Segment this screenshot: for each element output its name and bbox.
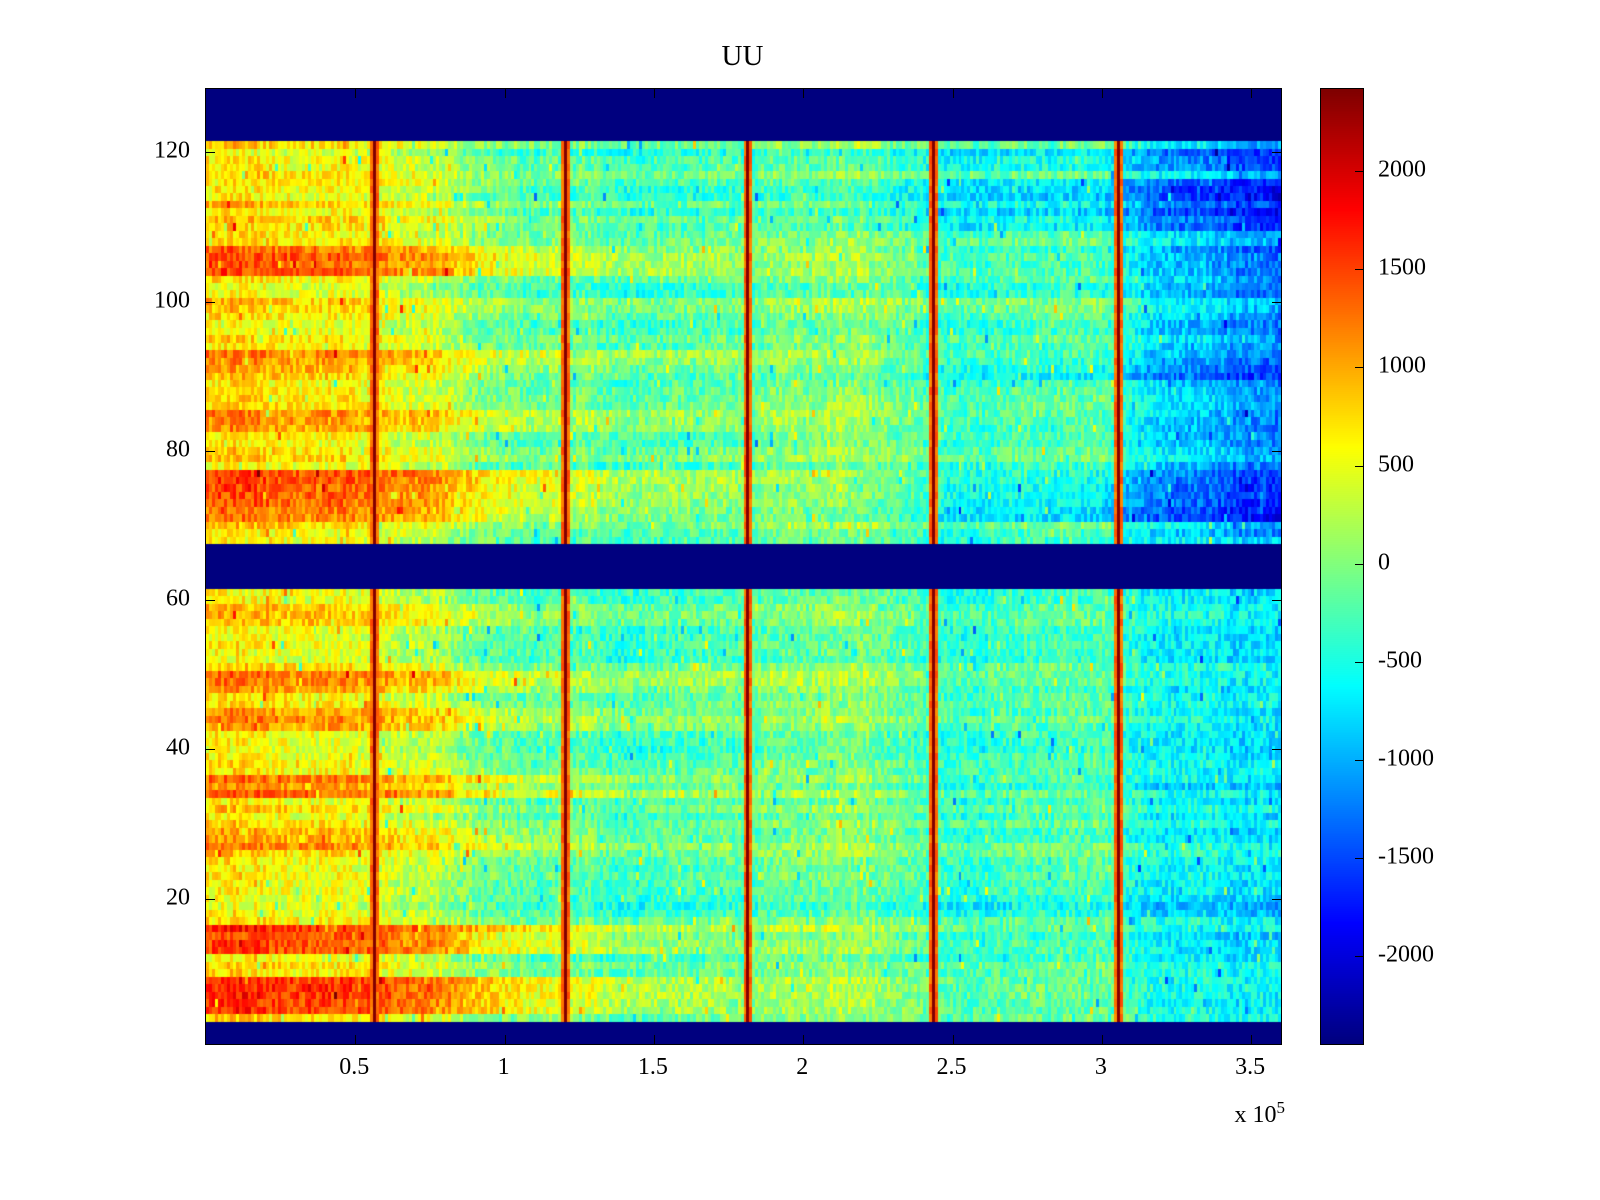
colorbar-tick-mark xyxy=(1355,367,1363,369)
colorbar-tick-mark xyxy=(1355,171,1363,173)
y-tick-mark-right xyxy=(1272,749,1281,751)
y-tick-label: 40 xyxy=(166,734,190,761)
y-tick-mark xyxy=(206,600,215,602)
x-tick-mark-top xyxy=(355,89,357,98)
x-tick-mark xyxy=(1251,1035,1253,1044)
colorbar-tick-label: 0 xyxy=(1378,549,1390,576)
colorbar-tick-label: -1500 xyxy=(1378,843,1434,870)
x-tick-label: 2 xyxy=(796,1054,809,1080)
y-tick-mark xyxy=(206,898,215,900)
x-tick-mark-top xyxy=(653,89,655,98)
y-tick-label: 60 xyxy=(166,585,190,612)
y-tick-mark-right xyxy=(1272,301,1281,303)
colorbar-tick-label: 1000 xyxy=(1378,352,1426,379)
colorbar xyxy=(1320,88,1364,1045)
y-tick-mark xyxy=(206,749,215,751)
colorbar-tick-mark xyxy=(1355,759,1363,761)
colorbar-tick-mark xyxy=(1355,563,1363,565)
x-tick-mark-top xyxy=(803,89,805,98)
x-tick-label: 1.5 xyxy=(637,1054,668,1080)
colorbar-tick-label: 2000 xyxy=(1378,156,1426,183)
x-tick-mark xyxy=(1101,1035,1103,1044)
y-tick-label: 80 xyxy=(166,436,190,463)
x-tick-label: 1 xyxy=(497,1054,510,1080)
heatmap-canvas xyxy=(206,89,1281,1044)
x-axis-exponent-label: x 105 xyxy=(1145,1098,1286,1129)
plot-area xyxy=(205,88,1282,1045)
x-tick-mark xyxy=(952,1035,954,1044)
x-tick-label: 0.5 xyxy=(339,1054,370,1080)
y-tick-mark-right xyxy=(1272,600,1281,602)
y-tick-mark-right xyxy=(1272,152,1281,154)
y-tick-mark xyxy=(206,152,215,154)
x-tick-mark-top xyxy=(1101,89,1103,98)
x-tick-mark-top xyxy=(952,89,954,98)
y-tick-mark xyxy=(206,301,215,303)
x-tick-label: 2.5 xyxy=(936,1054,967,1080)
colorbar-tick-mark xyxy=(1355,269,1363,271)
x-tick-mark xyxy=(803,1035,805,1044)
colorbar-tick-label: -2000 xyxy=(1378,941,1434,968)
exponent-prefix: x 10 xyxy=(1234,1102,1277,1128)
colorbar-tick-label: 1500 xyxy=(1378,254,1426,281)
x-tick-mark xyxy=(653,1035,655,1044)
colorbar-tick-label: 500 xyxy=(1378,451,1414,477)
y-tick-mark xyxy=(206,450,215,452)
x-tick-label: 3.5 xyxy=(1235,1054,1266,1080)
colorbar-tick-label: -1000 xyxy=(1378,745,1434,772)
colorbar-tick-mark xyxy=(1355,465,1363,467)
x-tick-mark xyxy=(355,1035,357,1044)
colorbar-tick-mark xyxy=(1355,955,1363,957)
y-tick-label: 20 xyxy=(166,884,190,910)
exponent-value: 5 xyxy=(1276,1098,1286,1117)
colorbar-canvas xyxy=(1321,89,1363,1044)
chart-title: UU xyxy=(721,40,764,72)
colorbar-tick-mark xyxy=(1355,857,1363,859)
x-tick-mark-top xyxy=(504,89,506,98)
x-tick-mark xyxy=(504,1035,506,1044)
y-tick-label: 120 xyxy=(154,137,190,164)
x-tick-label: 3 xyxy=(1094,1054,1107,1080)
x-tick-mark-top xyxy=(1251,89,1253,98)
colorbar-tick-mark xyxy=(1355,661,1363,663)
y-tick-label: 100 xyxy=(154,287,190,314)
y-tick-mark-right xyxy=(1272,450,1281,452)
colorbar-tick-label: -500 xyxy=(1378,647,1422,674)
y-tick-mark-right xyxy=(1272,898,1281,900)
